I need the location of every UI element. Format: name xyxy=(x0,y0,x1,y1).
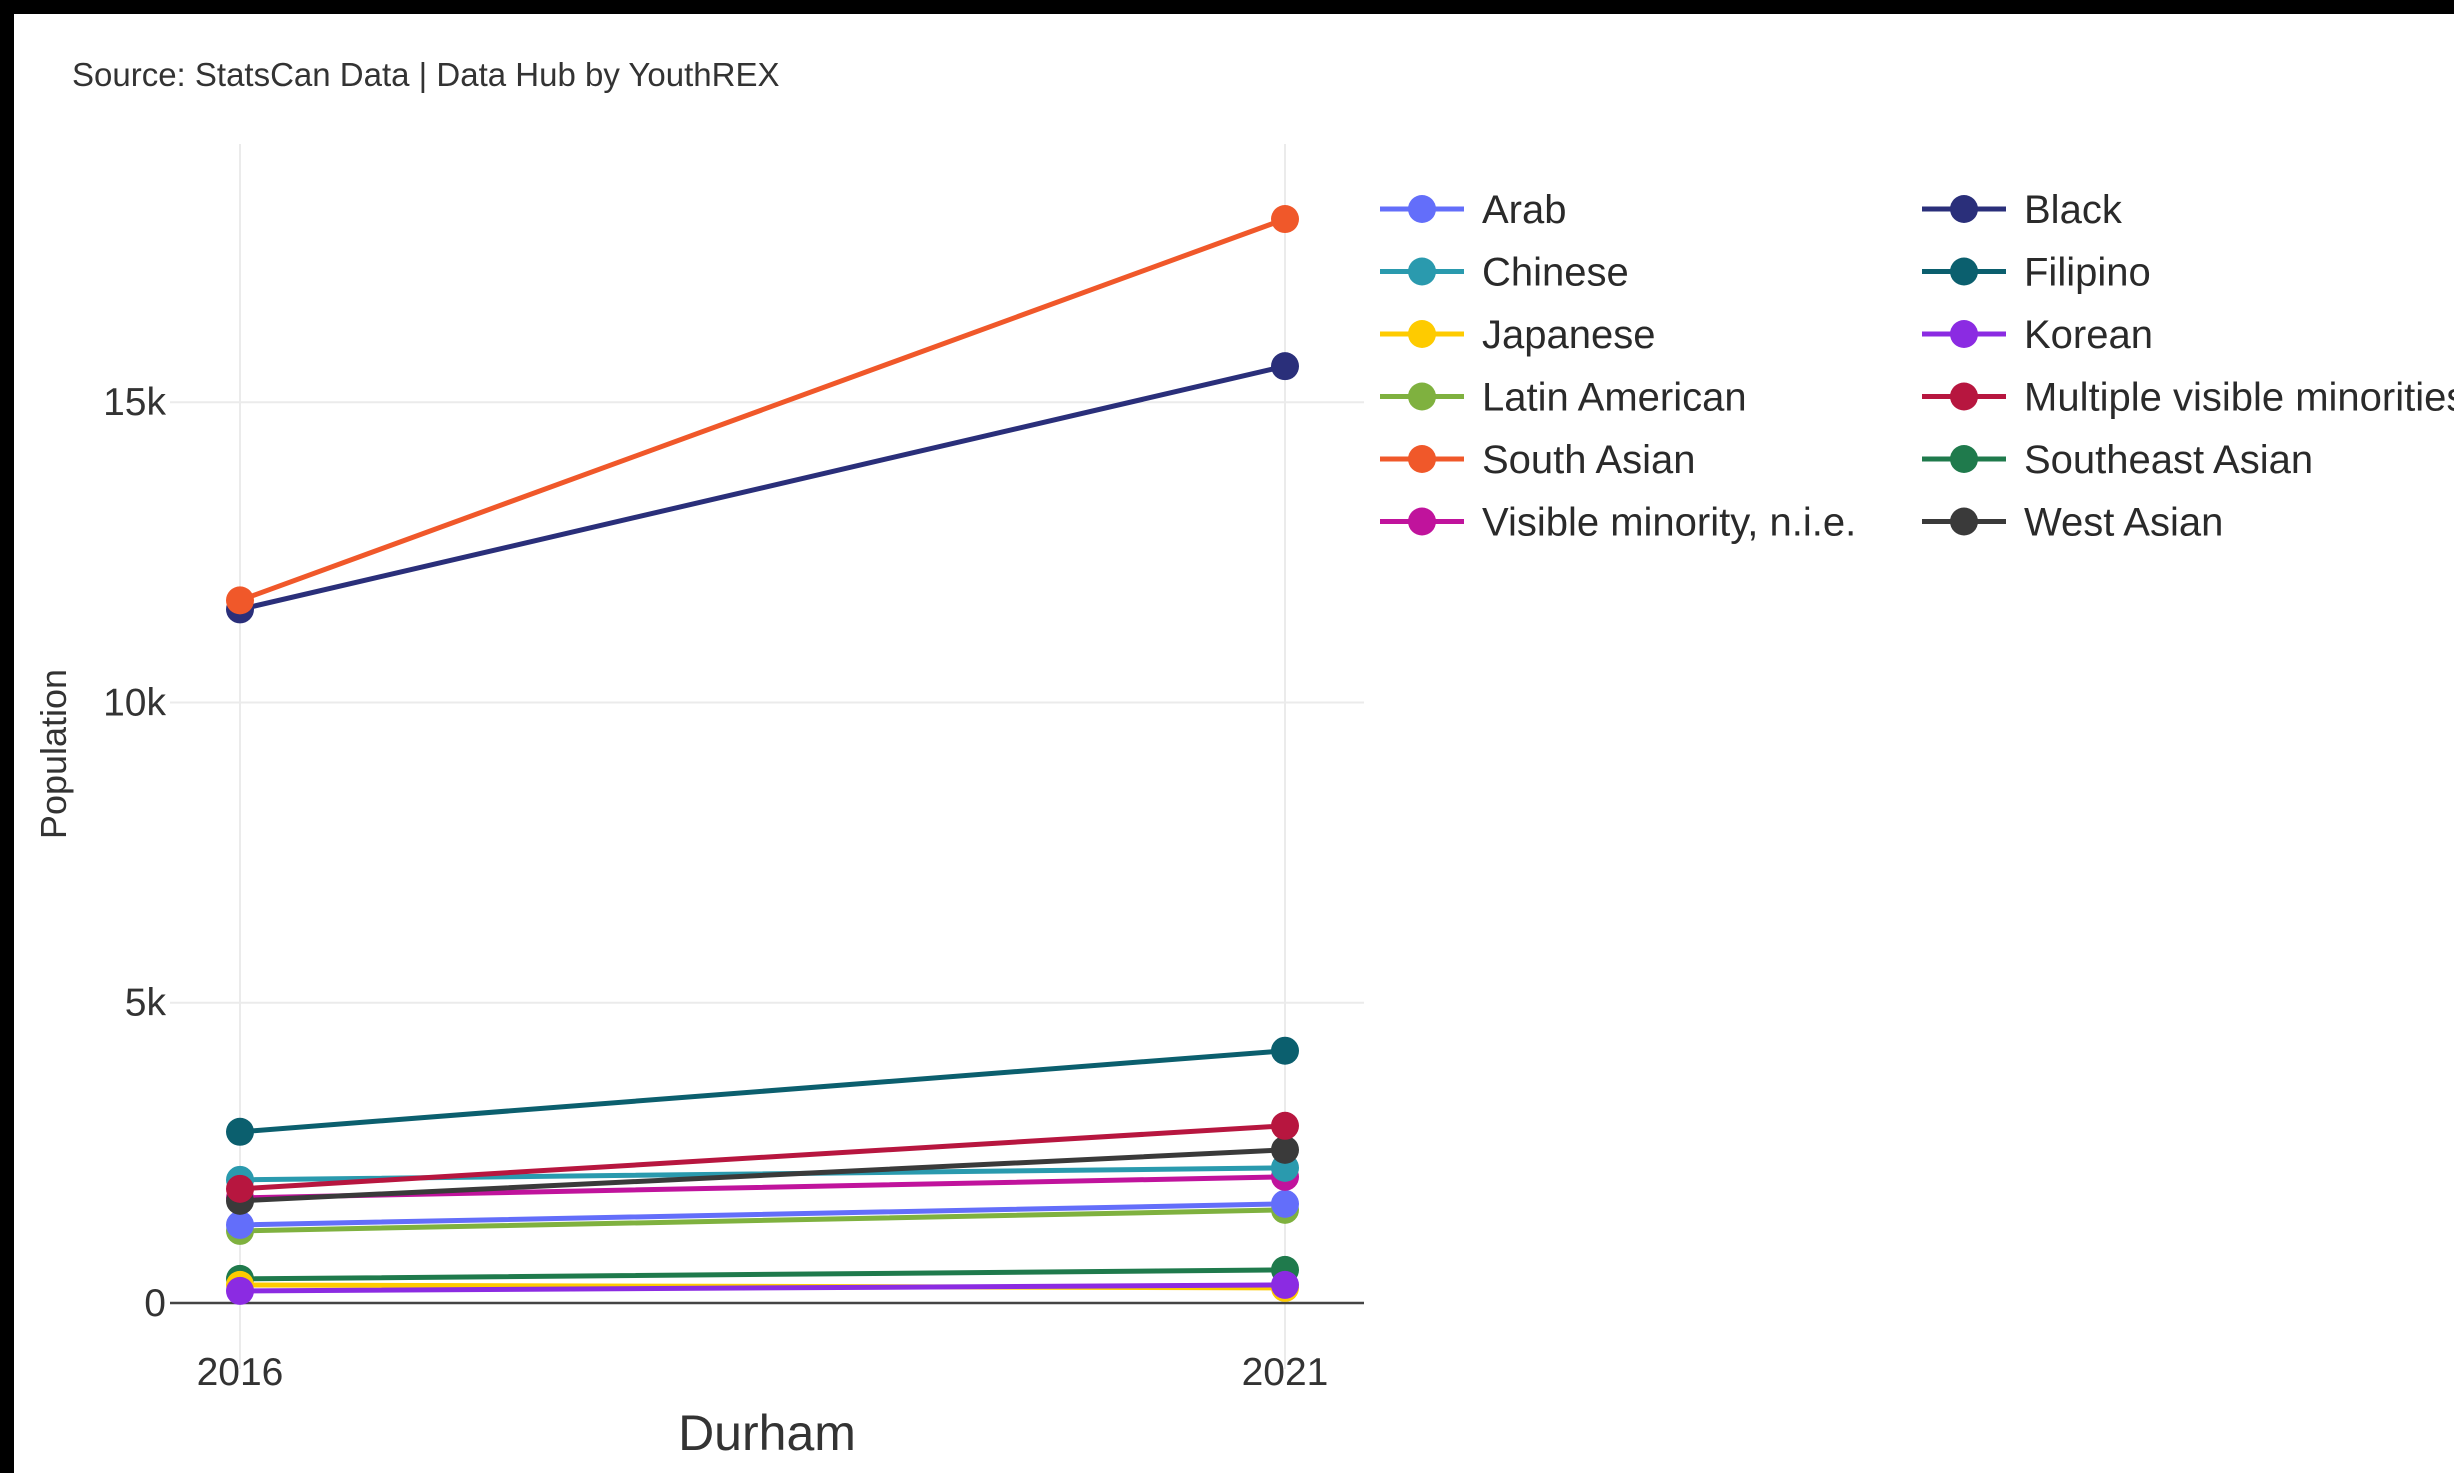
legend-label: Arab xyxy=(1482,188,1567,232)
legend-item-west-asian[interactable]: West Asian xyxy=(1922,501,2223,545)
data-point[interactable] xyxy=(226,586,254,615)
series-black[interactable] xyxy=(226,352,1299,624)
y-tick-label: 15k xyxy=(103,381,166,424)
y-axis-title: Population xyxy=(33,669,74,839)
legend-item-multiple-visible-minorities[interactable]: Multiple visible minorities xyxy=(1922,376,2454,420)
legend-swatch-marker xyxy=(1408,445,1436,473)
series-line[interactable] xyxy=(237,1147,1288,1204)
legend-item-arab[interactable]: Arab xyxy=(1380,188,1567,232)
legend[interactable]: Arab Black Chinese Filipino Japanese Korean La… xyxy=(1380,188,2454,545)
data-point[interactable] xyxy=(1271,1111,1299,1140)
data-point[interactable] xyxy=(226,1276,254,1305)
grid-layer xyxy=(170,144,1364,1369)
legend-label: Visible minority, n.i.e. xyxy=(1482,501,1856,545)
legend-label: Korean xyxy=(2024,313,2153,357)
legend-swatch-marker xyxy=(1950,382,1978,411)
series-line[interactable] xyxy=(237,363,1288,612)
legend-label: West Asian xyxy=(2024,501,2223,545)
x-axis-title: Durham xyxy=(678,1405,856,1461)
series-line[interactable] xyxy=(237,1123,1288,1192)
x-tick-label: 2016 xyxy=(197,1351,284,1394)
axis-layer: 0 5k 10k 15k 2016 2021 Durham Population xyxy=(33,381,1328,1461)
legend-item-chinese[interactable]: Chinese xyxy=(1380,251,1629,295)
data-point[interactable] xyxy=(1271,1270,1299,1299)
legend-swatch-marker xyxy=(1408,257,1436,286)
data-point[interactable] xyxy=(1271,205,1299,234)
legend-swatch-marker xyxy=(1950,195,1978,223)
legend-label: Japanese xyxy=(1482,313,1655,357)
legend-item-southeast-asian[interactable]: Southeast Asian xyxy=(1922,438,2313,482)
legend-swatch-marker xyxy=(1408,382,1436,411)
line-chart: Source: StatsCan Data | Data Hub by Yout… xyxy=(33,56,2454,1461)
series-line[interactable] xyxy=(237,216,1288,603)
legend-item-latin-american[interactable]: Latin American xyxy=(1380,376,1747,420)
series-line[interactable] xyxy=(237,1282,1288,1294)
legend-label: Southeast Asian xyxy=(2024,438,2313,482)
legend-swatch-marker xyxy=(1950,320,1978,348)
legend-label: Black xyxy=(2024,188,2123,232)
legend-item-japanese[interactable]: Japanese xyxy=(1380,313,1655,357)
series-layer xyxy=(226,205,1299,1305)
series-west-asian[interactable] xyxy=(226,1135,1299,1215)
data-point[interactable] xyxy=(1271,352,1299,381)
series-multiple-visible-minorities[interactable] xyxy=(226,1111,1299,1203)
series-arab[interactable] xyxy=(226,1189,1299,1239)
legend-swatch-marker xyxy=(1950,445,1978,473)
legend-item-black[interactable]: Black xyxy=(1922,188,2123,232)
data-point[interactable] xyxy=(226,1174,254,1203)
legend-item-korean[interactable]: Korean xyxy=(1922,313,2153,357)
legend-swatch-marker xyxy=(1950,507,1978,536)
y-tick-label: 0 xyxy=(144,1282,166,1325)
series-line[interactable] xyxy=(237,1267,1288,1282)
data-point[interactable] xyxy=(226,1210,254,1239)
legend-label: Latin American xyxy=(1482,376,1747,420)
legend-item-visible-minority-n-i-e[interactable]: Visible minority, n.i.e. xyxy=(1380,501,1856,545)
series-line[interactable] xyxy=(237,1048,1288,1135)
series-filipino[interactable] xyxy=(226,1036,1299,1146)
legend-swatch-marker xyxy=(1950,257,1978,286)
data-point[interactable] xyxy=(1271,1135,1299,1164)
x-tick-label: 2021 xyxy=(1242,1351,1329,1394)
data-point[interactable] xyxy=(226,1117,254,1146)
y-tick-label: 10k xyxy=(103,681,166,724)
legend-swatch-marker xyxy=(1408,507,1436,536)
legend-label: Filipino xyxy=(2024,251,2151,295)
legend-item-filipino[interactable]: Filipino xyxy=(1922,251,2151,295)
legend-label: South Asian xyxy=(1482,438,1696,482)
data-point[interactable] xyxy=(1271,1036,1299,1065)
chart-frame: Source: StatsCan Data | Data Hub by Yout… xyxy=(14,14,2454,1473)
series-line[interactable] xyxy=(237,1207,1288,1234)
legend-swatch-marker xyxy=(1408,320,1436,348)
source-note: Source: StatsCan Data | Data Hub by Yout… xyxy=(72,56,780,93)
legend-item-south-asian[interactable]: South Asian xyxy=(1380,438,1696,482)
y-tick-label: 5k xyxy=(125,982,167,1025)
data-point[interactable] xyxy=(1271,1189,1299,1218)
legend-swatch-marker xyxy=(1408,195,1436,223)
series-korean[interactable] xyxy=(226,1270,1299,1305)
legend-label: Chinese xyxy=(1482,251,1629,295)
series-south-asian[interactable] xyxy=(226,205,1299,615)
series-line[interactable] xyxy=(237,1201,1288,1228)
legend-label: Multiple visible minorities xyxy=(2024,376,2454,420)
